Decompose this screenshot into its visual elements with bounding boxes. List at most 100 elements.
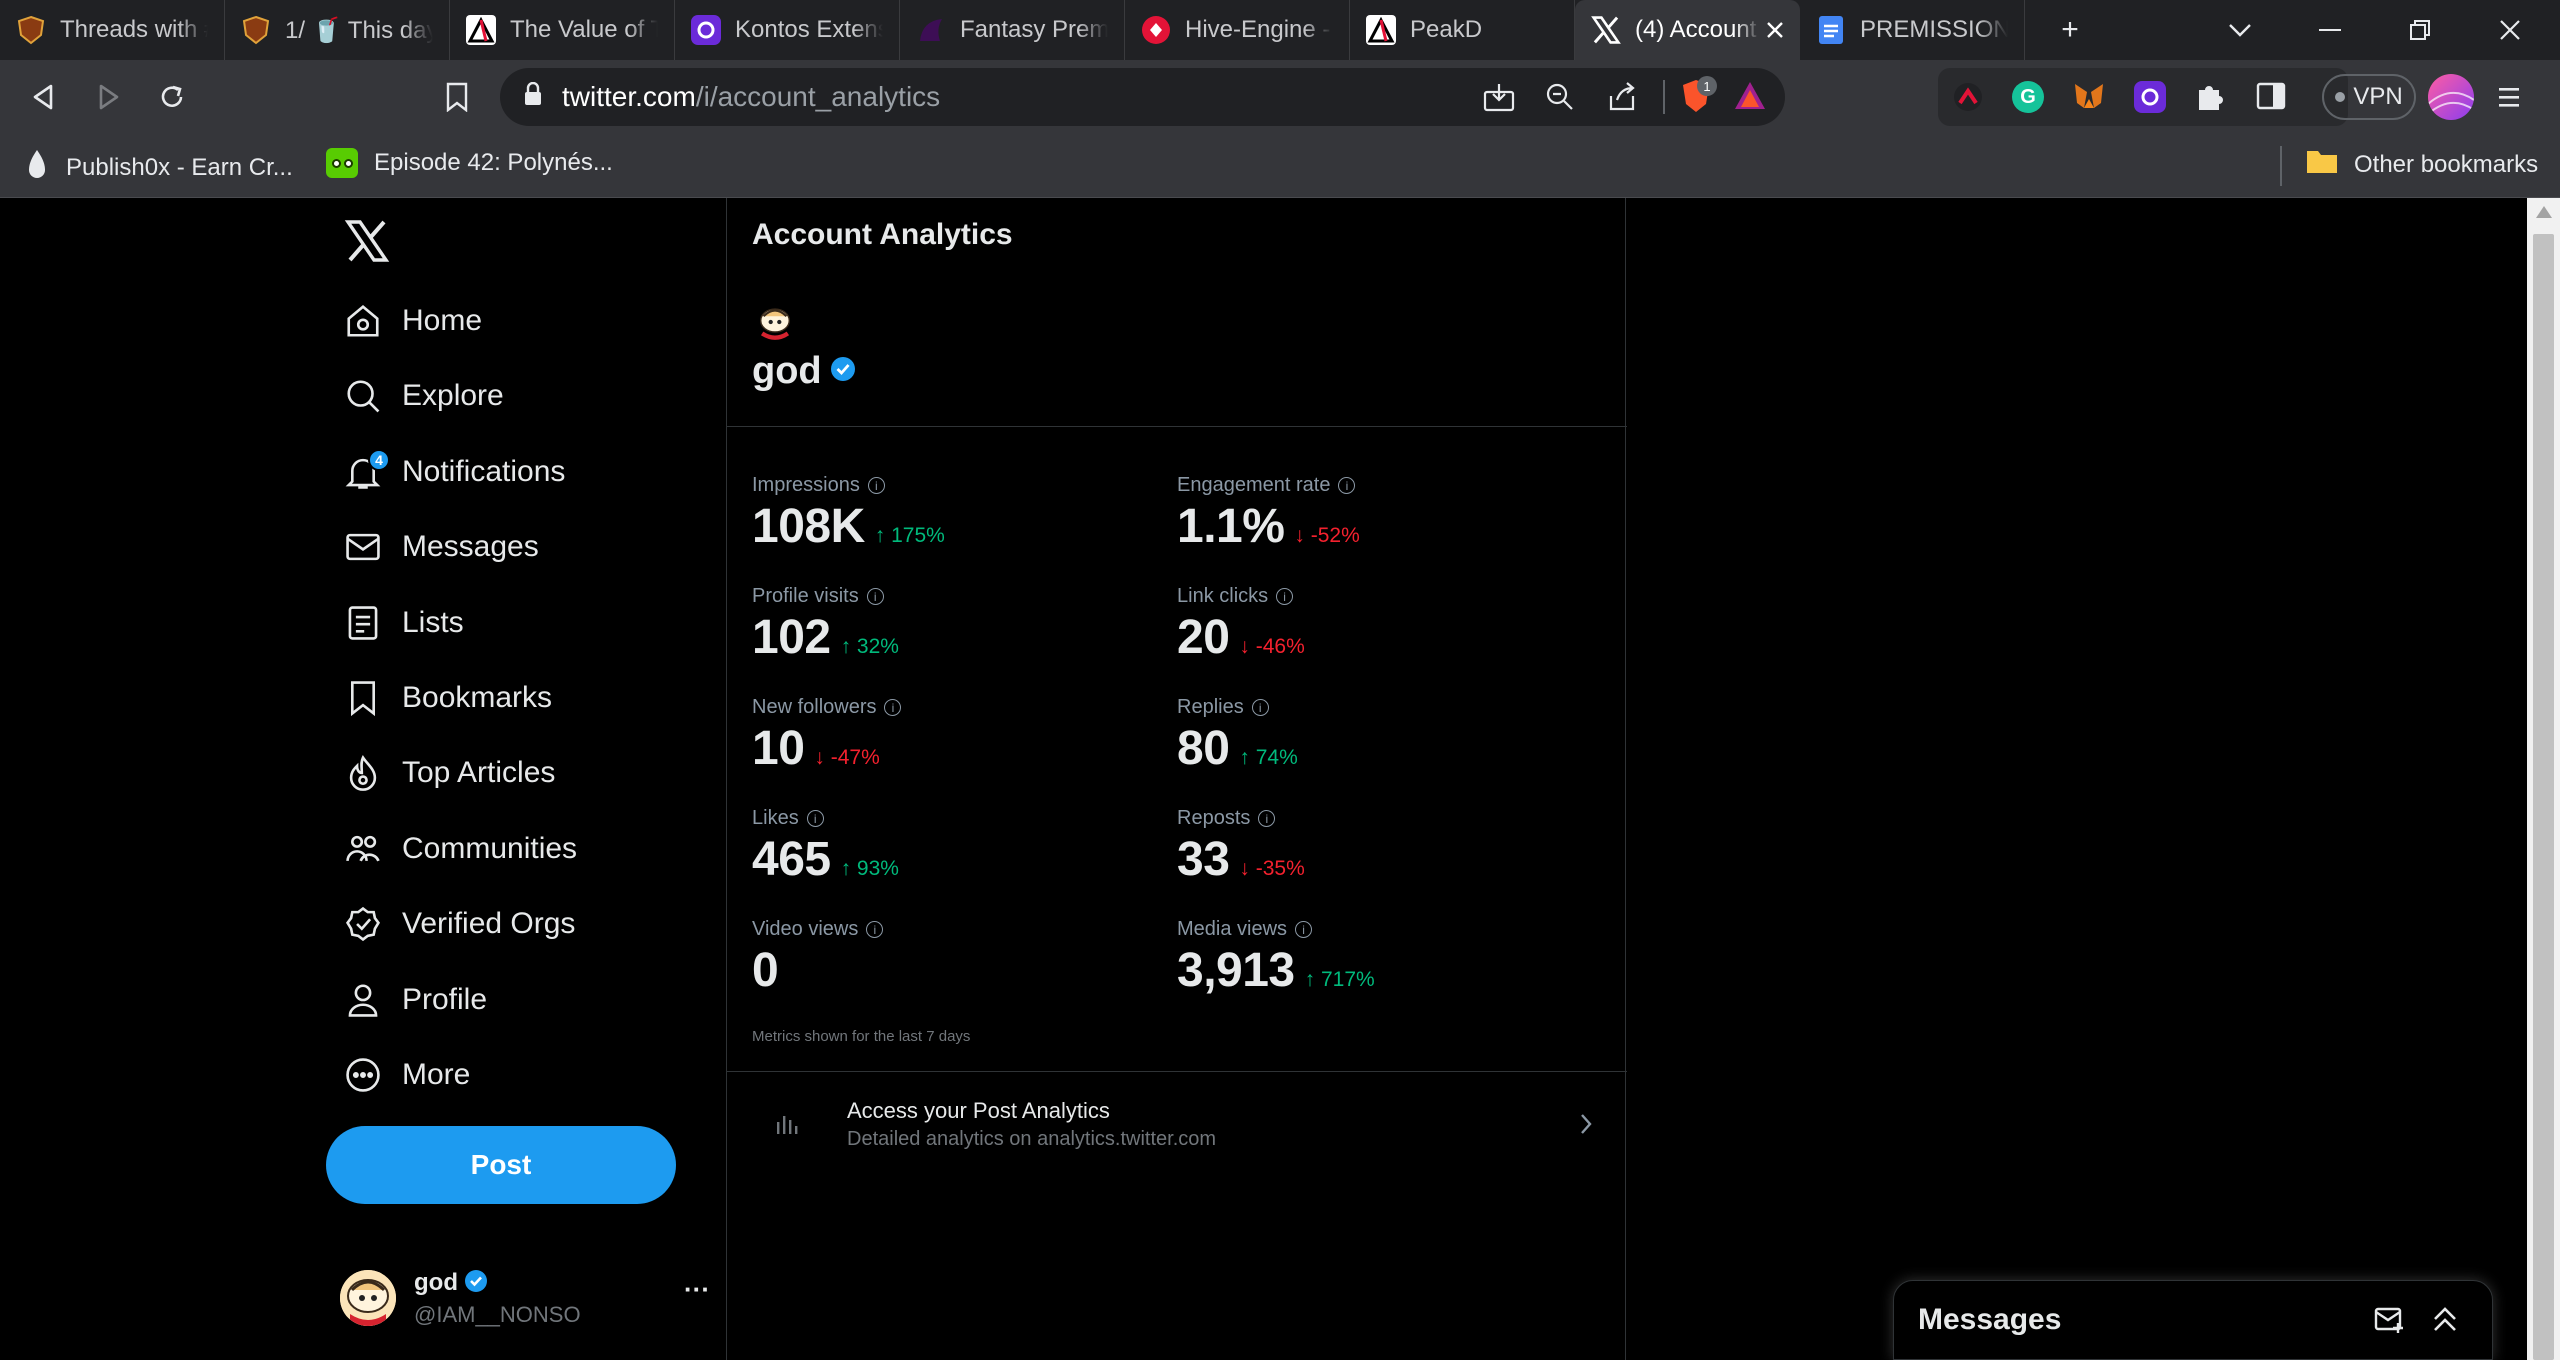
x-logo-icon[interactable]: [344, 218, 394, 268]
info-icon[interactable]: i: [1295, 921, 1313, 938]
tab-title: The Value of Te: [510, 16, 658, 43]
metric-label: Media views: [1177, 918, 1288, 940]
restore-button[interactable]: [2390, 0, 2450, 60]
brave-rewards-icon[interactable]: [1733, 80, 1767, 119]
nav-item-verified-orgs[interactable]: Verified Orgs: [326, 893, 575, 955]
extensions-puzzle-icon[interactable]: [2194, 81, 2226, 118]
kontos-wallet-icon[interactable]: [1952, 81, 1984, 118]
nav-item-more[interactable]: More: [326, 1044, 470, 1106]
nav-item-home[interactable]: Home: [326, 290, 482, 352]
browser-menu-icon[interactable]: [2496, 78, 2522, 123]
fpl-icon: [916, 15, 946, 45]
page-scrollbar[interactable]: [2527, 198, 2560, 1360]
nav-item-lists[interactable]: Lists: [326, 592, 464, 654]
twitter-page: Home Explore 4 Notifications Messages Lists Bo…: [0, 198, 2560, 1360]
metric-link-clicks: Link clicks i 20 ↓ -46%: [1177, 585, 1577, 665]
other-bookmarks-label: Other bookmarks: [2354, 150, 2539, 178]
bookmark-item[interactable]: Publish0x - Earn Cr...: [26, 148, 293, 187]
metric-label: Likes: [752, 807, 799, 829]
other-bookmarks[interactable]: Other bookmarks: [2306, 148, 2538, 181]
metric-label: Link clicks: [1177, 585, 1269, 607]
nav-item-label: Bookmarks: [402, 681, 553, 714]
bookmark-label: Episode 42: Polynés...: [374, 149, 613, 176]
bar-chart-icon: [775, 1112, 799, 1141]
vpn-button[interactable]: VPN: [2322, 74, 2416, 120]
info-icon[interactable]: i: [1276, 588, 1294, 605]
zoom-icon[interactable]: [1545, 82, 1575, 119]
share-icon[interactable]: [1607, 82, 1637, 119]
metric-label: New followers: [752, 696, 877, 718]
nav-item-communities[interactable]: Communities: [326, 818, 577, 880]
metric-replies: Replies i 80 ↑ 74%: [1177, 696, 1577, 776]
info-icon[interactable]: i: [866, 588, 884, 605]
scroll-up-arrow-icon[interactable]: [2536, 206, 2552, 218]
metric-change-down: ↓ -47%: [814, 746, 880, 769]
close-tab-icon[interactable]: [1766, 14, 1784, 46]
scrollbar-thumb[interactable]: [2533, 234, 2554, 1360]
reload-icon[interactable]: [140, 65, 204, 129]
metric-label: Video views: [752, 918, 859, 940]
kontos-icon[interactable]: [2134, 81, 2166, 113]
browser-tab[interactable]: PREMISSIONLE: [1800, 0, 2025, 60]
browser-tab[interactable]: Threads with #: [0, 0, 225, 60]
person-icon: [326, 969, 402, 1031]
metric-value: 465: [752, 833, 831, 886]
messages-drawer[interactable]: Messages: [1893, 1280, 2493, 1360]
browser-tab[interactable]: (4) Account: [1575, 0, 1800, 60]
page-title: Account Analytics: [752, 218, 1013, 251]
info-icon[interactable]: i: [866, 921, 884, 938]
back-icon[interactable]: [12, 65, 76, 129]
info-icon[interactable]: i: [806, 810, 824, 827]
grammarly-icon[interactable]: G: [2012, 81, 2044, 113]
post-analytics-link[interactable]: Access your Post Analytics Detailed anal…: [727, 1072, 1627, 1176]
chevron-right-icon: [1579, 1112, 1593, 1141]
peakd-icon: [1366, 15, 1396, 45]
account-switcher[interactable]: god @IAM__NONSO ···: [340, 1258, 710, 1338]
bookmark-page-icon[interactable]: [425, 65, 489, 129]
new-tab-button[interactable]: +: [2061, 13, 2079, 46]
profile-avatar[interactable]: [2428, 74, 2474, 120]
more-circle-icon: [326, 1044, 402, 1106]
browser-tab[interactable]: The Value of Te: [450, 0, 675, 60]
brave-shields-icon[interactable]: 1: [1679, 76, 1717, 121]
browser-tab[interactable]: Kontos Extensi: [675, 0, 900, 60]
bookmarks-bar: Publish0x - Earn Cr... Episode 42: Polyn…: [0, 134, 2560, 198]
info-icon[interactable]: i: [867, 477, 885, 494]
expand-drawer-icon[interactable]: [2430, 1303, 2460, 1340]
nav-item-messages[interactable]: Messages: [326, 516, 539, 578]
browser-tab[interactable]: Hive-Engine -: [1125, 0, 1350, 60]
kontos-icon: [691, 15, 721, 45]
info-icon[interactable]: i: [884, 699, 902, 716]
address-bar[interactable]: twitter.com/i/account_analytics 1: [500, 68, 1785, 126]
browser-tab[interactable]: 1/ 🥤 This day: [225, 0, 450, 60]
info-icon[interactable]: i: [1338, 477, 1356, 494]
lock-icon: [524, 81, 542, 113]
metamask-icon[interactable]: [2072, 81, 2106, 118]
nav-item-explore[interactable]: Explore: [326, 365, 504, 427]
folder-icon: [2306, 148, 2338, 181]
metric-value: 1.1%: [1177, 500, 1285, 553]
avatar: [340, 1270, 396, 1326]
metric-value: 3,913: [1177, 944, 1295, 997]
browser-tab[interactable]: PeakD: [1350, 0, 1575, 60]
home-icon: [326, 290, 402, 352]
nav-item-profile[interactable]: Profile: [326, 969, 487, 1031]
nav-item-top-articles[interactable]: Top Articles: [326, 742, 555, 804]
install-app-icon[interactable]: [1483, 82, 1515, 119]
post-button[interactable]: Post: [326, 1126, 676, 1204]
bookmark-item[interactable]: Episode 42: Polynés...: [326, 148, 613, 178]
nav-item-bookmarks[interactable]: Bookmarks: [326, 667, 552, 729]
tab-search-icon[interactable]: [2210, 0, 2270, 60]
browser-tab[interactable]: Fantasy Premie: [900, 0, 1125, 60]
nav-item-notifications[interactable]: 4 Notifications: [326, 441, 565, 503]
info-icon[interactable]: i: [1251, 699, 1269, 716]
profile-name: god: [752, 350, 822, 392]
nav-item-label: Messages: [402, 530, 539, 564]
close-window-button[interactable]: [2480, 0, 2540, 60]
minimize-button[interactable]: [2300, 0, 2360, 60]
new-message-icon[interactable]: [2374, 1305, 2406, 1340]
info-icon[interactable]: i: [1258, 810, 1276, 827]
sidebar-toggle-icon[interactable]: [2256, 81, 2286, 116]
account-more-icon[interactable]: ···: [684, 1274, 710, 1304]
forward-icon[interactable]: [76, 65, 140, 129]
